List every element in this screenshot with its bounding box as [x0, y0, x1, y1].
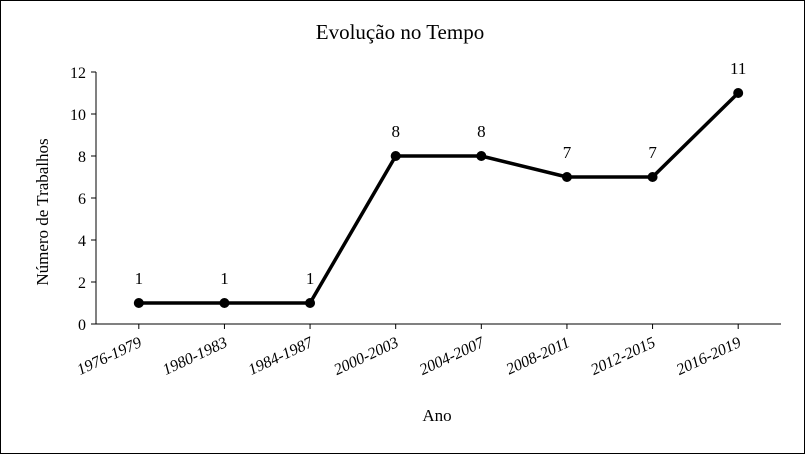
- data-marks: 1 1 18 87 711: [133, 59, 746, 308]
- data-label: 1: [306, 269, 315, 288]
- series-line: [138, 91, 740, 305]
- y-tick-label: 12: [70, 65, 86, 82]
- data-label: 7: [648, 143, 657, 162]
- x-tick-label: 2016-2019: [674, 334, 744, 379]
- y-tick-label: 2: [78, 275, 86, 292]
- x-tick-label: 1984-1987: [246, 334, 317, 379]
- data-point: [476, 151, 487, 161]
- data-label: 1: [135, 269, 144, 288]
- data-point: [133, 298, 144, 308]
- data-label: 8: [391, 122, 400, 141]
- x-tick-label: 1980-1983: [160, 334, 230, 379]
- x-axis-label: Ano: [422, 406, 451, 425]
- y-tick-label: 6: [78, 191, 86, 208]
- x-tick-label: 1976-1979: [74, 334, 144, 379]
- data-point: [305, 298, 316, 308]
- x-tick-label: 2012-2015: [588, 334, 658, 379]
- y-axis-label: Número de Trabalhos: [33, 138, 52, 285]
- data-point: [561, 172, 572, 182]
- data-point: [733, 88, 744, 98]
- y-tick-label: 10: [70, 107, 86, 124]
- y-tick-label: 0: [78, 317, 86, 334]
- data-label: 8: [477, 122, 486, 141]
- data-point: [390, 151, 401, 161]
- x-tick-label: 2000-2003: [331, 334, 401, 379]
- data-point: [647, 172, 658, 182]
- data-label: 7: [563, 143, 572, 162]
- x-tick-label: 2004-2007: [417, 334, 488, 379]
- data-label: 1: [220, 269, 229, 288]
- data-label: 11: [730, 59, 746, 78]
- data-point: [219, 298, 230, 308]
- x-tick-label: 2008-2011: [504, 334, 573, 378]
- y-tick-label: 4: [78, 233, 86, 250]
- axes: 0 2 4 6 8 10 12 1976-1979 1980-1983 1984-1987 2000…: [70, 65, 781, 379]
- chart-title: Evolução no Tempo: [316, 20, 484, 44]
- y-tick-label: 8: [78, 149, 86, 166]
